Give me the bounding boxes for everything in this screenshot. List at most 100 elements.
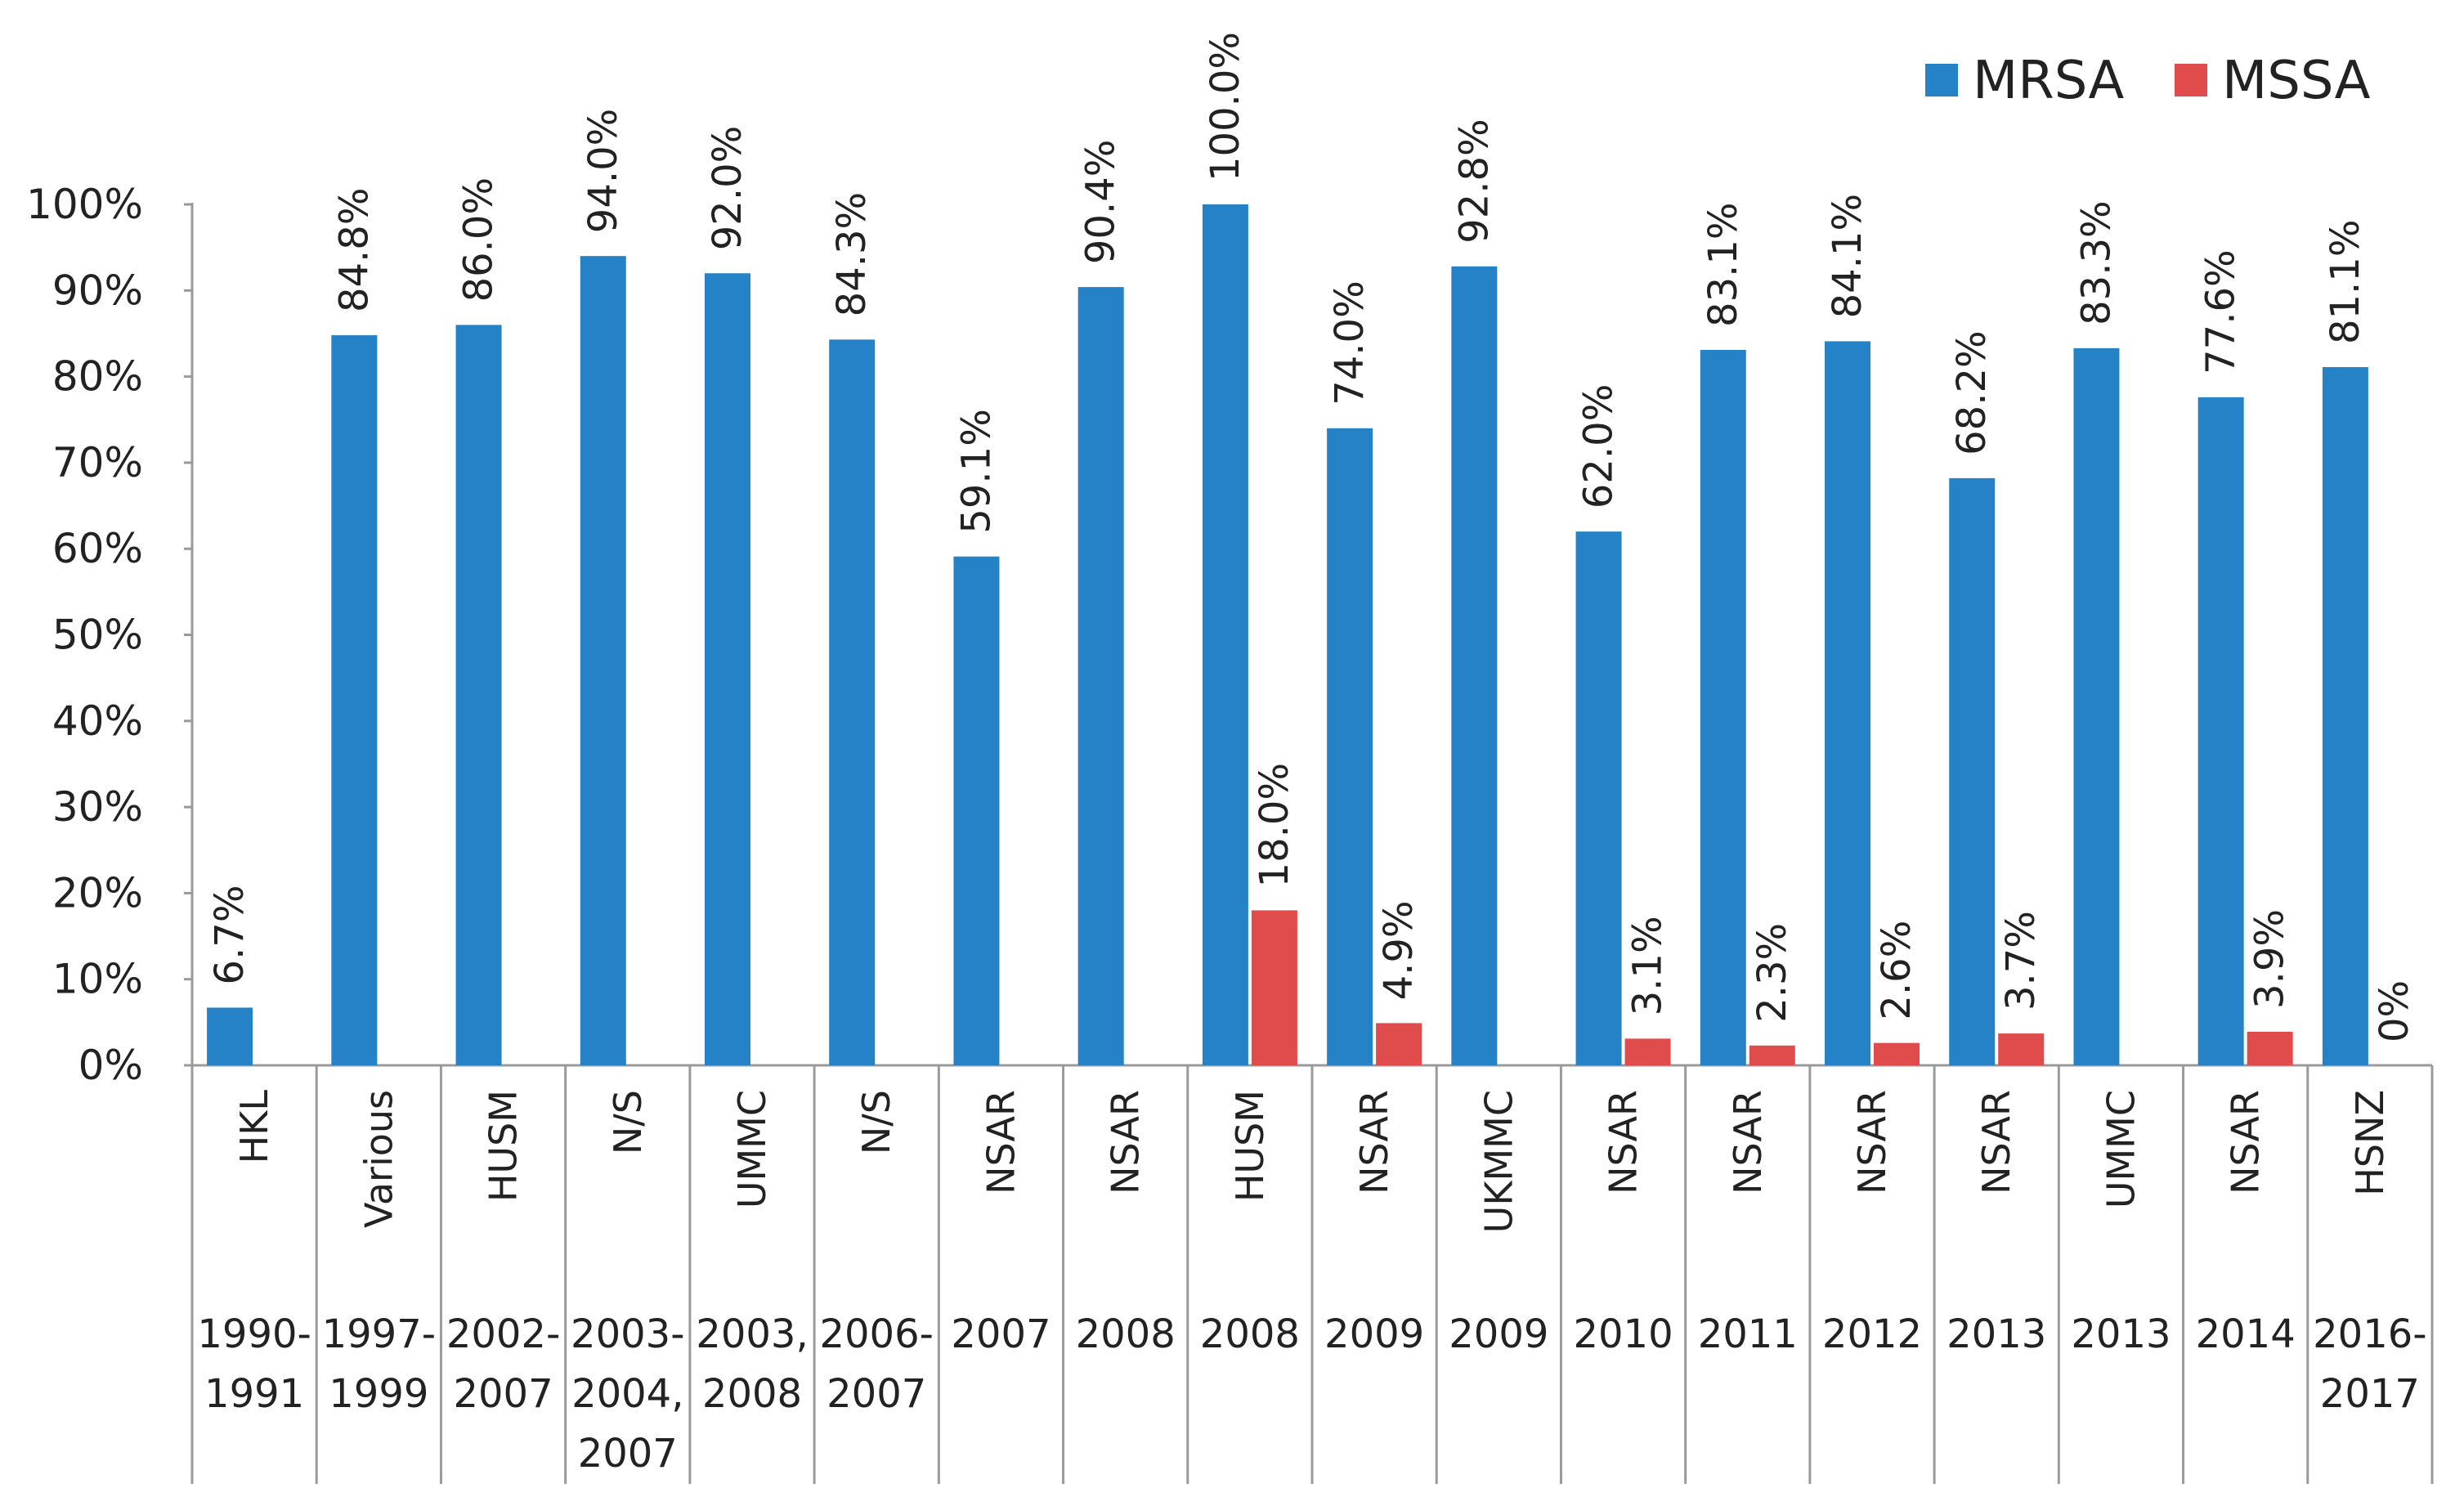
data-label-mrsa: 62.0% <box>1576 384 1622 509</box>
category-period-label: 2012 <box>1822 1311 1922 1357</box>
category-period-label: 2008 <box>702 1371 802 1417</box>
category-period-label: 2010 <box>1573 1311 1673 1357</box>
y-tick-label: 80% <box>52 353 143 401</box>
category-site-label: NSAR <box>979 1090 1023 1194</box>
category-site-label: HUSM <box>482 1090 526 1202</box>
category-period-label: 2014 <box>2196 1311 2296 1357</box>
bar-mrsa-5 <box>829 339 876 1065</box>
category-period-label: 2002- <box>446 1311 560 1357</box>
data-label-mrsa: 77.6% <box>2198 249 2244 374</box>
category-period-label: 2009 <box>1324 1311 1424 1357</box>
category-period-label: 2013 <box>1947 1311 2046 1357</box>
data-label-mrsa: 94.0% <box>580 109 626 233</box>
bar-mssa-13 <box>1874 1042 1920 1065</box>
category-period-label: 2007 <box>827 1371 926 1417</box>
category-period-label: 2013 <box>2071 1311 2171 1357</box>
y-tick-label: 60% <box>52 525 143 572</box>
bar-mrsa-1 <box>331 335 378 1065</box>
category-period-label: 2004, <box>571 1371 683 1417</box>
data-label-mrsa: 68.2% <box>1949 330 1995 455</box>
legend-label-mssa: MSSA <box>2222 51 2371 111</box>
y-tick-label: 20% <box>52 869 143 917</box>
bar-mrsa-12 <box>1700 349 1746 1065</box>
bar-layer <box>207 204 2368 1066</box>
bar-mssa-8 <box>1251 910 1297 1065</box>
y-tick-label: 0% <box>78 1042 143 1089</box>
category-period-label: 2003, <box>696 1311 808 1357</box>
bar-mssa-14 <box>1998 1033 2045 1065</box>
bar-mrsa-2 <box>455 325 502 1065</box>
bar-mrsa-10 <box>1451 266 1498 1065</box>
category-period-label: 2017 <box>2320 1371 2420 1417</box>
category-period-label: 2007 <box>453 1371 553 1417</box>
data-label-mrsa: 90.4% <box>1078 140 1124 264</box>
y-tick-label: 50% <box>52 612 143 659</box>
y-tick-label: 40% <box>52 697 143 745</box>
category-period-label: 2006- <box>819 1311 933 1357</box>
data-label-mrsa: 81.1% <box>2323 220 2368 344</box>
data-label-mrsa: 84.3% <box>829 192 875 316</box>
y-tick-label: 70% <box>52 439 143 486</box>
bar-mrsa-16 <box>2197 397 2244 1065</box>
bar-mrsa-11 <box>1575 531 1622 1065</box>
category-period-label: 1990- <box>197 1311 311 1357</box>
category-site-label: NSAR <box>1352 1090 1396 1194</box>
bar-mrsa-3 <box>580 256 626 1065</box>
category-site-label: NSAR <box>1726 1090 1770 1194</box>
category-period-label: 2008 <box>1076 1311 1176 1357</box>
bar-mrsa-14 <box>1949 477 1996 1065</box>
category-site-label: NSAR <box>1974 1090 2018 1194</box>
category-period-label: 2007 <box>951 1311 1051 1357</box>
category-site-label: UMMC <box>730 1090 774 1208</box>
bar-mrsa-7 <box>1077 287 1124 1065</box>
category-site-label: HSNZ <box>2348 1090 2392 1196</box>
data-label-mssa: 2.6% <box>1874 921 1920 1020</box>
data-label-mssa: 3.1% <box>1625 916 1671 1015</box>
bar-mssa-11 <box>1624 1038 1671 1065</box>
legend-swatch-mrsa <box>1925 64 1958 96</box>
data-label-mrsa: 84.8% <box>331 188 377 312</box>
category-period-label: 2011 <box>1698 1311 1798 1357</box>
data-label-mssa: 3.9% <box>2247 909 2293 1009</box>
category-site-label: NSAR <box>1850 1090 1894 1194</box>
data-label-mssa: 18.0% <box>1252 763 1297 887</box>
category-site-label: NSAR <box>1104 1090 1148 1194</box>
y-tick-label: 100% <box>26 181 143 228</box>
data-label-mrsa: 59.1% <box>953 409 999 533</box>
bar-mrsa-9 <box>1327 428 1373 1065</box>
bar-mssa-9 <box>1376 1023 1422 1065</box>
data-label-mssa: 3.7% <box>1998 911 2044 1011</box>
y-tick-label: 10% <box>52 956 143 1003</box>
bar-mrsa-0 <box>207 1007 253 1065</box>
bar-mrsa-6 <box>953 556 1000 1065</box>
y-tick-label: 90% <box>52 267 143 314</box>
y-tick-label: 30% <box>52 783 143 831</box>
bar-mssa-12 <box>1749 1045 1795 1065</box>
bar-mrsa-15 <box>2073 347 2120 1065</box>
category-site-label: NSAR <box>2224 1090 2268 1194</box>
bar-mrsa-4 <box>705 273 750 1065</box>
label-layer: HKL1990-1991Various1997-1999HUSM2002-200… <box>197 32 2426 1477</box>
bar-mrsa-17 <box>2322 367 2368 1066</box>
category-site-label: UMMC <box>2099 1090 2143 1208</box>
category-period-label: 2009 <box>1449 1311 1548 1357</box>
category-period-label: 1997- <box>322 1311 436 1357</box>
category-period-label: 2008 <box>1200 1311 1300 1357</box>
data-label-mrsa: 92.8% <box>1451 119 1497 243</box>
category-site-label: NSAR <box>1602 1090 1646 1194</box>
bar-mssa-16 <box>2247 1031 2293 1065</box>
data-label-mrsa: 83.1% <box>1700 202 1746 326</box>
category-site-label: N/S <box>606 1090 650 1154</box>
data-label-mrsa: 100.0% <box>1203 32 1248 182</box>
data-label-mrsa: 92.0% <box>705 126 750 250</box>
data-label-mrsa: 86.0% <box>456 177 502 302</box>
data-label-mssa: 2.3% <box>1749 923 1795 1023</box>
category-period-label: 2016- <box>2313 1311 2426 1357</box>
data-label-mrsa: 74.0% <box>1327 280 1373 405</box>
category-site-label: UKMMC <box>1476 1090 1521 1233</box>
category-period-label: 2003- <box>571 1311 684 1357</box>
data-label-mssa: 4.9% <box>1376 900 1422 1000</box>
bar-mrsa-13 <box>1825 341 1870 1065</box>
bar-mrsa-8 <box>1202 204 1248 1065</box>
